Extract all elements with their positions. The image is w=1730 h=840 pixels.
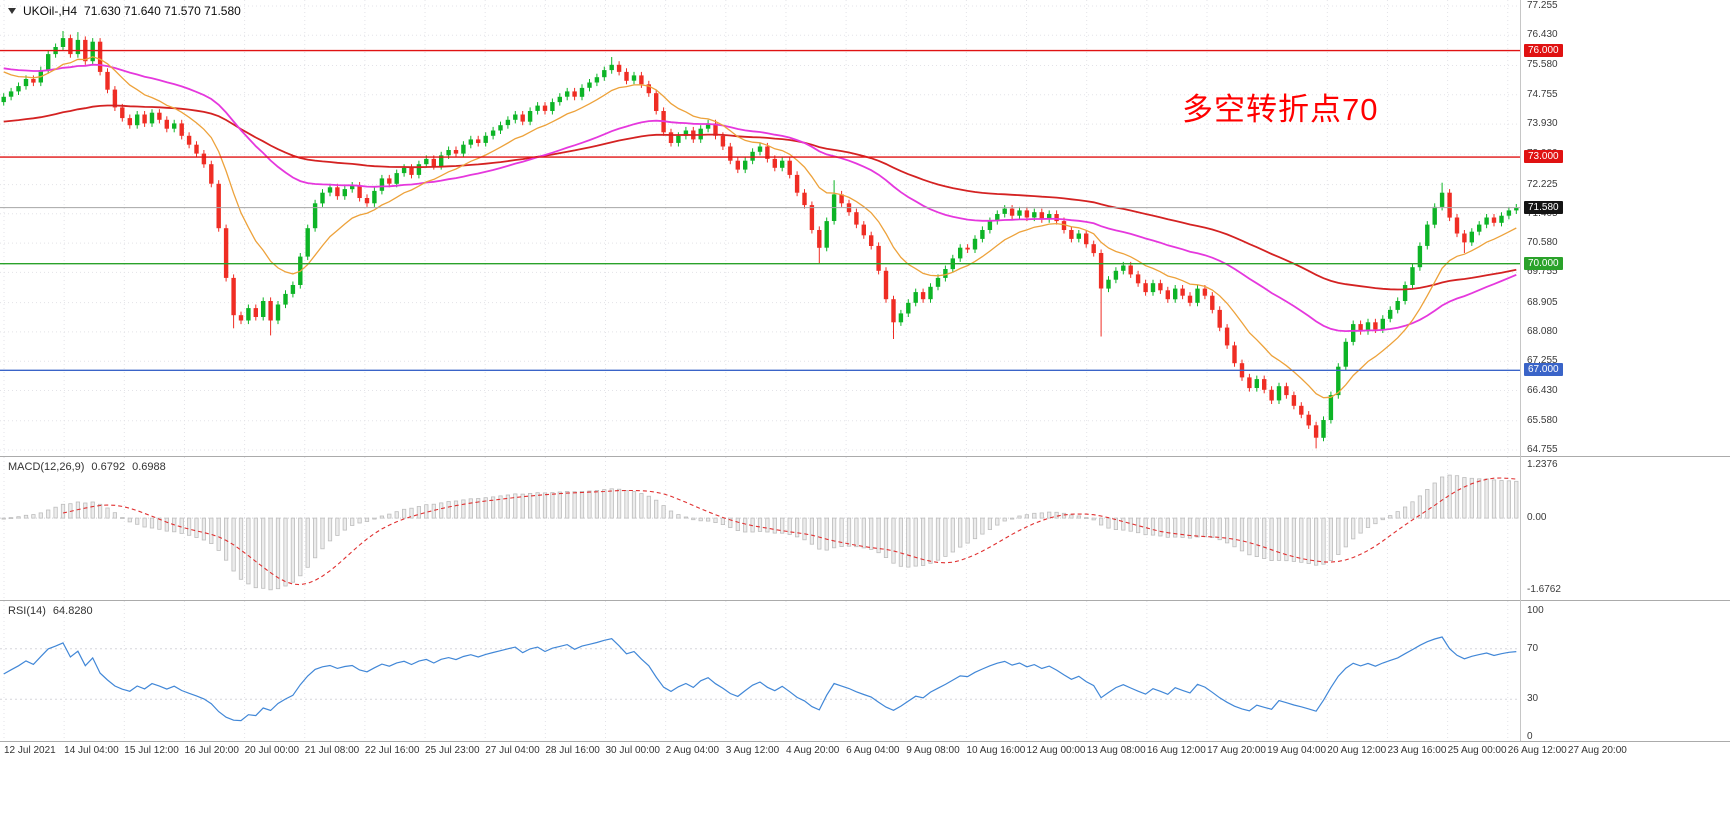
price-tick-label: 67.255 xyxy=(1527,355,1558,367)
chart-annotation-text: 多空转折点70 xyxy=(1182,92,1379,127)
rsi-tick-label: 100 xyxy=(1527,605,1544,616)
ohlc-readout: 71.630 71.640 71.570 71.580 xyxy=(84,4,241,18)
price-tick-label: 77.255 xyxy=(1527,0,1558,11)
time-axis-label: 27 Aug 20:00 xyxy=(1567,745,1627,756)
time-axis-label: 26 Aug 12:00 xyxy=(1507,745,1567,756)
price-tick-label: 72.225 xyxy=(1527,178,1558,190)
price-chart-canvas[interactable] xyxy=(0,0,1520,456)
price-tick-label: 74.755 xyxy=(1527,88,1558,100)
rsi-tick-label: 70 xyxy=(1527,642,1539,654)
time-axis-label: 22 Jul 16:00 xyxy=(364,745,420,756)
time-axis-label: 16 Jul 20:00 xyxy=(184,745,239,756)
scale-separator xyxy=(1520,0,1521,741)
macd-scale[interactable]: 1.2376 0.00 -1.6762 xyxy=(1521,457,1730,600)
panel-separator xyxy=(0,600,1730,601)
macd-histogram xyxy=(1,474,1519,591)
grid-vertical xyxy=(3,601,1509,741)
time-axis-label: 17 Aug 20:00 xyxy=(1207,745,1266,756)
rsi-value: 64.8280 xyxy=(52,605,93,617)
time-axis-label: 2 Aug 04:00 xyxy=(665,745,720,756)
chart-marker-icon xyxy=(8,8,16,14)
grid-vertical xyxy=(3,0,1509,456)
price-tick-label: 75.580 xyxy=(1527,59,1558,71)
rsi-canvas[interactable] xyxy=(0,601,1520,741)
time-axis-label: 10 Aug 16:00 xyxy=(966,745,1026,756)
ma-line-12 xyxy=(3,56,1517,399)
price-panel: 77.25576.43075.58074.75573.93073.08072.2… xyxy=(0,0,1730,456)
time-axis-label: 9 Aug 08:00 xyxy=(906,745,960,756)
price-level-tag: 70.000 xyxy=(1524,256,1563,270)
macd-value-signal: 0.6988 xyxy=(132,461,166,473)
time-axis-label: 13 Aug 08:00 xyxy=(1086,745,1146,756)
candles xyxy=(1,31,1519,449)
time-axis-label: 27 Jul 04:00 xyxy=(485,745,540,756)
time-axis-label: 6 Aug 04:00 xyxy=(846,745,900,756)
symbol-timeframe-label: UKOil-,H4 xyxy=(23,4,78,18)
price-level-tag: 73.000 xyxy=(1524,150,1563,164)
price-tick-label: 64.755 xyxy=(1527,444,1558,455)
rsi-tick-label: 30 xyxy=(1527,693,1539,705)
price-tick-label: 70.580 xyxy=(1527,237,1558,249)
price-scale[interactable]: 77.25576.43075.58074.75573.93073.08072.2… xyxy=(1521,0,1730,456)
panel-separator xyxy=(0,741,1730,742)
ma-line-44 xyxy=(3,63,1517,333)
time-axis-label: 23 Aug 16:00 xyxy=(1387,745,1447,756)
macd-name: MACD(12,26,9) xyxy=(8,461,85,473)
macd-tick-label: 0.00 xyxy=(1527,512,1547,524)
rsi-tick-label: 0 xyxy=(1527,731,1533,742)
level-lines xyxy=(0,49,1520,371)
time-axis-label: 20 Aug 12:00 xyxy=(1327,745,1387,756)
macd-value-main: 0.6792 xyxy=(91,461,126,473)
macd-tick-label: -1.6762 xyxy=(1527,584,1561,595)
price-tick-label: 69.755 xyxy=(1527,266,1558,278)
ma-line-85 xyxy=(3,104,1517,291)
time-axis-label: 12 Aug 00:00 xyxy=(1026,745,1086,756)
price-tick-label: 76.430 xyxy=(1527,29,1558,41)
macd-signal-line xyxy=(62,477,1517,586)
grid-horizontal xyxy=(0,5,1520,451)
price-tick-label: 66.430 xyxy=(1527,384,1558,396)
macd-tick-label: 1.2376 xyxy=(1527,459,1558,470)
rsi-line xyxy=(3,636,1517,722)
rsi-label: RSI(14) 64.8280 xyxy=(8,605,93,617)
price-tick-label: 73.930 xyxy=(1527,118,1558,130)
time-axis-label: 28 Jul 16:00 xyxy=(545,745,600,756)
time-axis-label: 20 Jul 00:00 xyxy=(244,745,300,756)
panel-separator xyxy=(0,456,1730,457)
time-axis-label: 19 Aug 04:00 xyxy=(1267,745,1327,756)
macd-canvas[interactable] xyxy=(0,457,1520,600)
rsi-scale[interactable]: 100 70 30 0 xyxy=(1521,601,1730,742)
macd-label: MACD(12,26,9) 0.6792 0.6988 xyxy=(8,461,166,473)
time-axis-label: 25 Jul 23:00 xyxy=(425,745,480,756)
grid-vertical xyxy=(3,457,1509,600)
price-tick-label: 65.580 xyxy=(1527,414,1558,426)
time-axis[interactable]: 12 Jul 2021 14 Jul 04:00 15 Jul 12:00 16 Ju… xyxy=(0,742,1730,762)
chart-header: UKOil-,H4 71.630 71.640 71.570 71.580 xyxy=(8,4,241,18)
rsi-name: RSI(14) xyxy=(8,605,46,617)
price-level-tag: 76.000 xyxy=(1524,43,1563,57)
price-level-tag: 67.000 xyxy=(1524,363,1563,377)
rsi-guides xyxy=(0,648,1520,700)
time-axis-label: 21 Jul 08:00 xyxy=(304,745,360,756)
time-axis-label: 25 Aug 00:00 xyxy=(1447,745,1507,756)
price-tick-label: 68.905 xyxy=(1527,296,1558,308)
time-axis-label: 30 Jul 00:00 xyxy=(605,745,661,756)
time-axis-label: 16 Aug 12:00 xyxy=(1146,745,1206,756)
rsi-panel: 100 70 30 0 RSI(14) 64.8280 xyxy=(0,601,1730,742)
time-axis-label: 14 Jul 04:00 xyxy=(64,745,119,756)
time-axis-label: 15 Jul 12:00 xyxy=(124,745,179,756)
time-axis-label: 3 Aug 12:00 xyxy=(725,745,780,756)
price-tick-label: 68.080 xyxy=(1527,325,1558,337)
time-axis-label: 12 Jul 2021 xyxy=(4,745,56,756)
time-axis-label: 4 Aug 20:00 xyxy=(785,745,840,756)
macd-panel: 1.2376 0.00 -1.6762 MACD(12,26,9) 0.6792 0… xyxy=(0,457,1730,600)
current-price-tag: 71.580 xyxy=(1524,200,1563,214)
